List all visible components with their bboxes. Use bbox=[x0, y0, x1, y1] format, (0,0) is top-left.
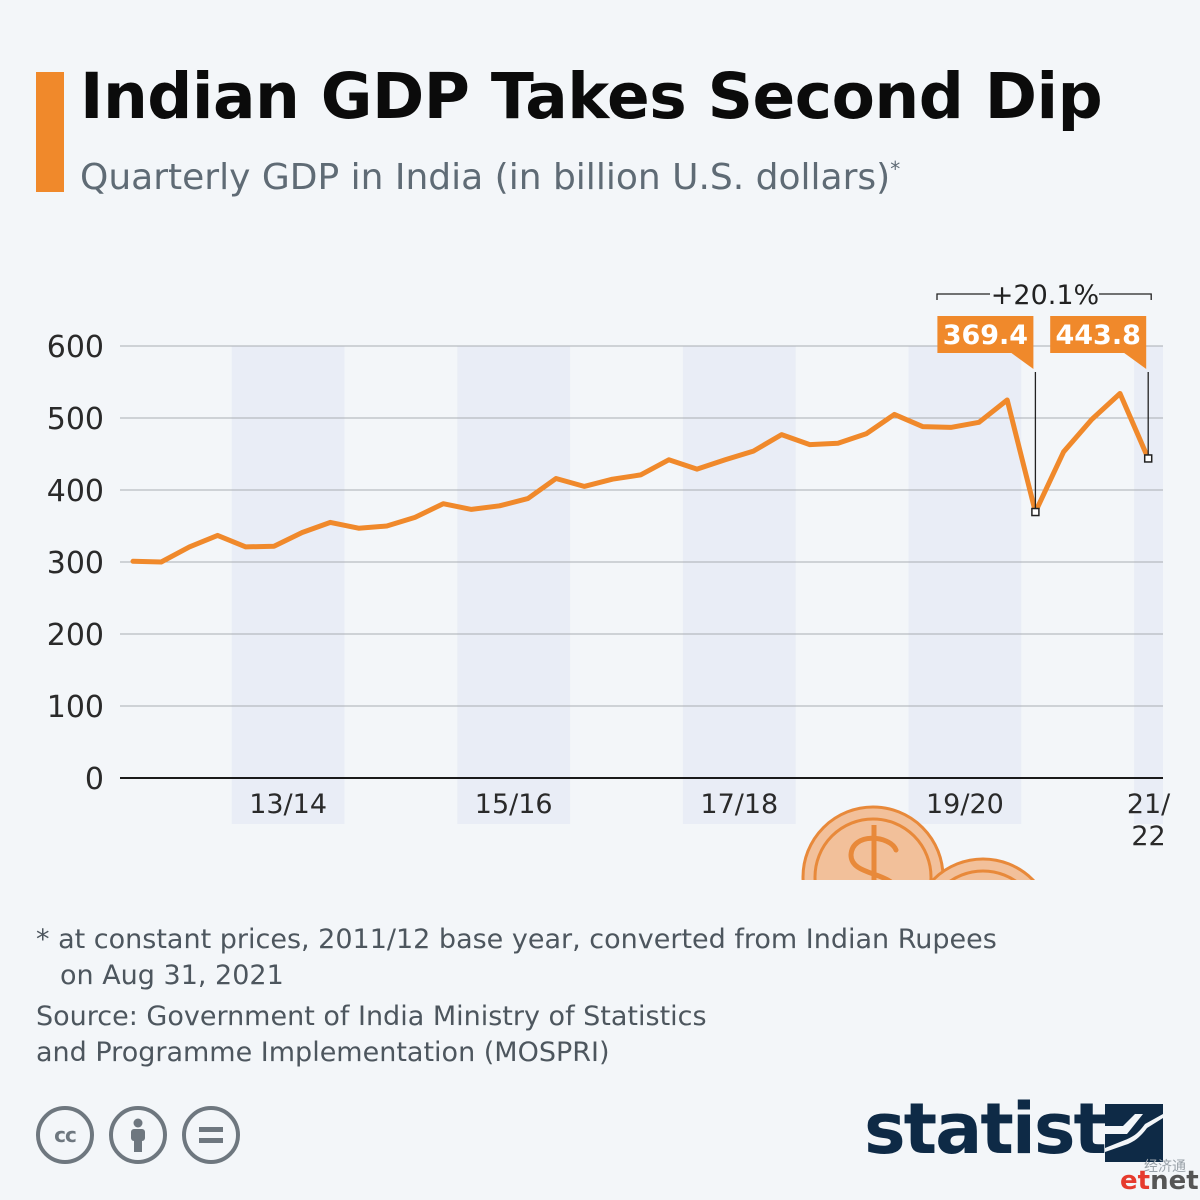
y-tick-label: 400 bbox=[47, 474, 104, 509]
subtitle-text: Quarterly GDP in India (in billion U.S. … bbox=[80, 157, 891, 198]
equals-glyph bbox=[199, 1127, 223, 1143]
gdp-line-chart: 0 100 200 300 400 500 600 13/14 15/16 17/18 19/20 2… bbox=[47, 280, 1171, 880]
footnote-line2: on Aug 31, 2021 bbox=[60, 960, 284, 991]
x-tick-label-line: 13/14 bbox=[249, 789, 327, 820]
no-derivatives-icon[interactable] bbox=[182, 1106, 240, 1164]
y-tick-label: 100 bbox=[47, 690, 104, 725]
person-glyph bbox=[131, 1118, 145, 1152]
x-tick-label: 15/16 bbox=[475, 789, 553, 820]
x-tick-label: 21/22 bbox=[1127, 789, 1171, 852]
attribution-icon[interactable] bbox=[109, 1106, 167, 1164]
watermark-etnet: etnet bbox=[1120, 1166, 1199, 1196]
x-tick-label-line: 15/16 bbox=[475, 789, 553, 820]
y-tick-label: 0 bbox=[85, 762, 104, 797]
watermark-chinese: 经济通 bbox=[1144, 1159, 1186, 1175]
subtitle-asterisk: * bbox=[890, 157, 901, 181]
title-accent-bar bbox=[36, 72, 64, 192]
callout-pointer bbox=[1124, 353, 1147, 369]
chart-title: Indian GDP Takes Second Dip bbox=[80, 60, 1103, 133]
dollar-glyph bbox=[848, 835, 899, 880]
chart-subtitle: Quarterly GDP in India (in billion U.S. … bbox=[80, 157, 900, 198]
coin-inner bbox=[813, 817, 933, 880]
statista-logo[interactable]: statista bbox=[864, 1088, 1152, 1170]
y-tick-label: 600 bbox=[47, 330, 104, 365]
callout-point-marker bbox=[1031, 507, 1040, 517]
license-icons: cc bbox=[36, 1106, 240, 1164]
source-line2: and Programme Implementation (MOSPRI) bbox=[36, 1037, 610, 1068]
x-tick-label-line: 21/ bbox=[1127, 789, 1171, 820]
change-bracket-right bbox=[1099, 293, 1152, 300]
shaded-band-13-14 bbox=[231, 346, 345, 824]
y-tick-label: 500 bbox=[47, 402, 104, 437]
shaded-band-17-18 bbox=[682, 346, 796, 824]
footnote: * at constant prices, 2011/12 base year,… bbox=[36, 922, 997, 994]
x-tick-label-line: 22 bbox=[1131, 821, 1165, 852]
statista-logo-mark-icon bbox=[1105, 1104, 1163, 1162]
x-tick-label-line: 19/20 bbox=[926, 789, 1004, 820]
x-tick-label: 19/20 bbox=[926, 789, 1004, 820]
source-note: Source: Government of India Ministry of … bbox=[36, 999, 707, 1071]
x-tick-label-line: 17/18 bbox=[700, 789, 778, 820]
source-line1: Source: Government of India Ministry of … bbox=[36, 1001, 707, 1032]
callout-label: 443.8 bbox=[1055, 320, 1140, 351]
coin-inner bbox=[949, 869, 1017, 880]
change-bracket-left bbox=[936, 293, 990, 300]
y-tick-label: 200 bbox=[47, 618, 104, 653]
callout-point-marker bbox=[1143, 454, 1153, 463]
shaded-band-15-16 bbox=[457, 346, 571, 824]
gdp-series-line bbox=[130, 391, 1151, 565]
footnote-line1: * at constant prices, 2011/12 base year,… bbox=[36, 924, 997, 955]
callout-box bbox=[937, 316, 1034, 353]
y-tick-label: 300 bbox=[47, 546, 104, 581]
callout-pointer bbox=[1011, 353, 1034, 369]
creative-commons-icon[interactable]: cc bbox=[36, 1106, 94, 1164]
change-label: +20.1% bbox=[991, 280, 1099, 311]
x-tick-label: 17/18 bbox=[700, 789, 778, 820]
x-tick-label: 13/14 bbox=[249, 789, 327, 820]
rupee-coin-icon bbox=[930, 857, 1036, 880]
callout-box bbox=[1050, 316, 1147, 353]
callout-label: 369.4 bbox=[943, 320, 1028, 351]
